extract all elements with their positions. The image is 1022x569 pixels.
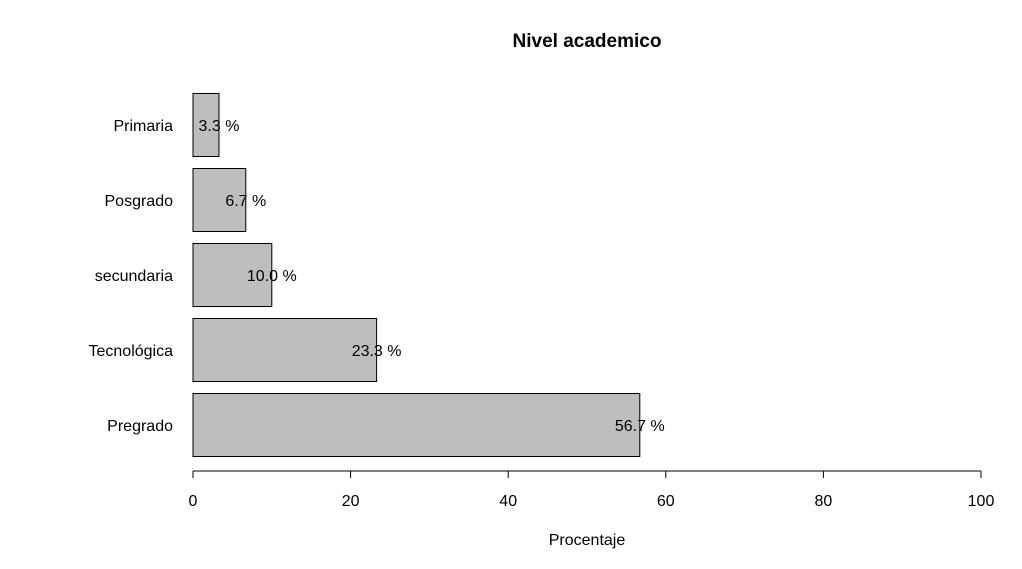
x-tick-label: 100 bbox=[968, 493, 995, 510]
x-ticks-group: 0 20 40 60 80 100 bbox=[189, 471, 995, 510]
data-label: 10.0 % bbox=[247, 268, 297, 285]
category-label: Tecnológica bbox=[89, 343, 174, 360]
category-label: secundaria bbox=[95, 268, 173, 285]
x-tick-label: 80 bbox=[815, 493, 833, 510]
bar-secundaria bbox=[192, 243, 273, 307]
x-tick-label: 60 bbox=[657, 493, 675, 510]
bar-tecnológica bbox=[192, 318, 378, 382]
bar-pregrado bbox=[192, 393, 641, 457]
bar-posgrado bbox=[192, 168, 247, 232]
category-labels-group: Pregrado Tecnológica secundaria Posgrado Pri… bbox=[89, 118, 174, 435]
category-label: Primaria bbox=[113, 118, 173, 135]
x-axis-label: Procentaje bbox=[549, 532, 626, 549]
chart-title: Nivel academico bbox=[513, 31, 662, 52]
category-label: Pregrado bbox=[107, 418, 173, 435]
x-tick-label: 20 bbox=[342, 493, 360, 510]
data-label: 3.3 % bbox=[199, 118, 240, 135]
data-label: 56.7 % bbox=[615, 418, 665, 435]
x-tick-label: 40 bbox=[499, 493, 517, 510]
bars-group bbox=[192, 93, 641, 457]
category-label: Posgrado bbox=[105, 193, 174, 210]
data-label: 23.3 % bbox=[352, 343, 402, 360]
data-labels-group: 56.7 % 23.3 % 10.0 % 6.7 % 3.3 % bbox=[199, 118, 665, 435]
data-label: 6.7 % bbox=[225, 193, 266, 210]
x-tick-label: 0 bbox=[189, 493, 198, 510]
bar-primaria bbox=[192, 93, 220, 157]
